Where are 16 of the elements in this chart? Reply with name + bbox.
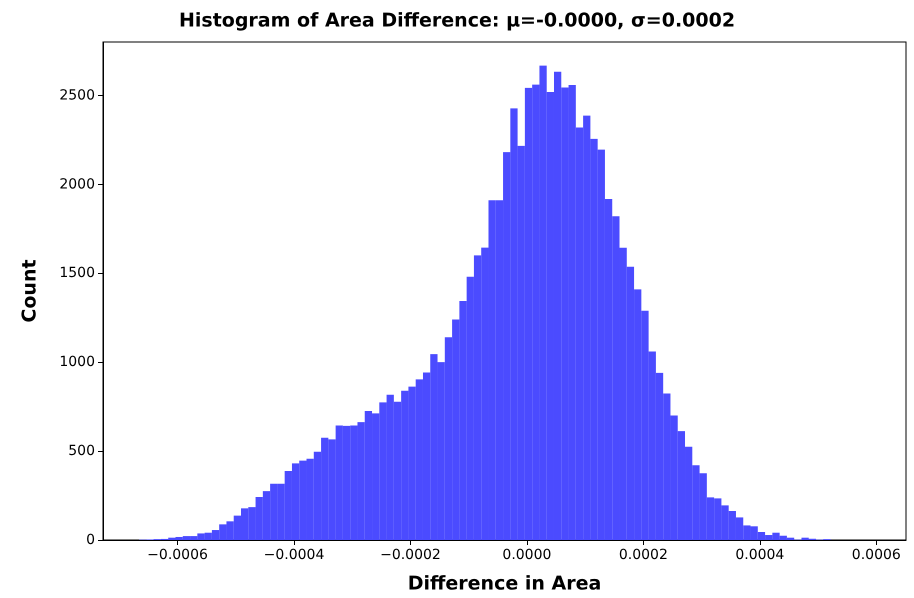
- y-tick-label: 2500: [59, 87, 95, 104]
- y-tick-label: 0: [86, 532, 95, 548]
- y-tick-label: 2000: [59, 176, 95, 192]
- y-axis-title: Count: [18, 259, 40, 323]
- y-tick-label: 1000: [59, 354, 95, 370]
- y-tick-label: 500: [68, 443, 95, 460]
- y-tick-label: 1500: [59, 265, 95, 282]
- x-tick-label: 0.0000: [502, 547, 552, 563]
- chart-title: Histogram of Area Difference: μ=-0.0000, σ=0.0002: [178, 10, 736, 32]
- x-tick-label: −0.0002: [380, 547, 441, 563]
- x-tick-label: −0.0006: [147, 547, 208, 563]
- x-tick-label: 0.0006: [852, 547, 901, 563]
- x-tick-label: 0.0004: [735, 547, 784, 563]
- x-tick-label: 0.0002: [618, 547, 668, 563]
- x-tick-label: −0.0004: [264, 547, 324, 563]
- x-axis-title: Difference in Area: [408, 572, 602, 594]
